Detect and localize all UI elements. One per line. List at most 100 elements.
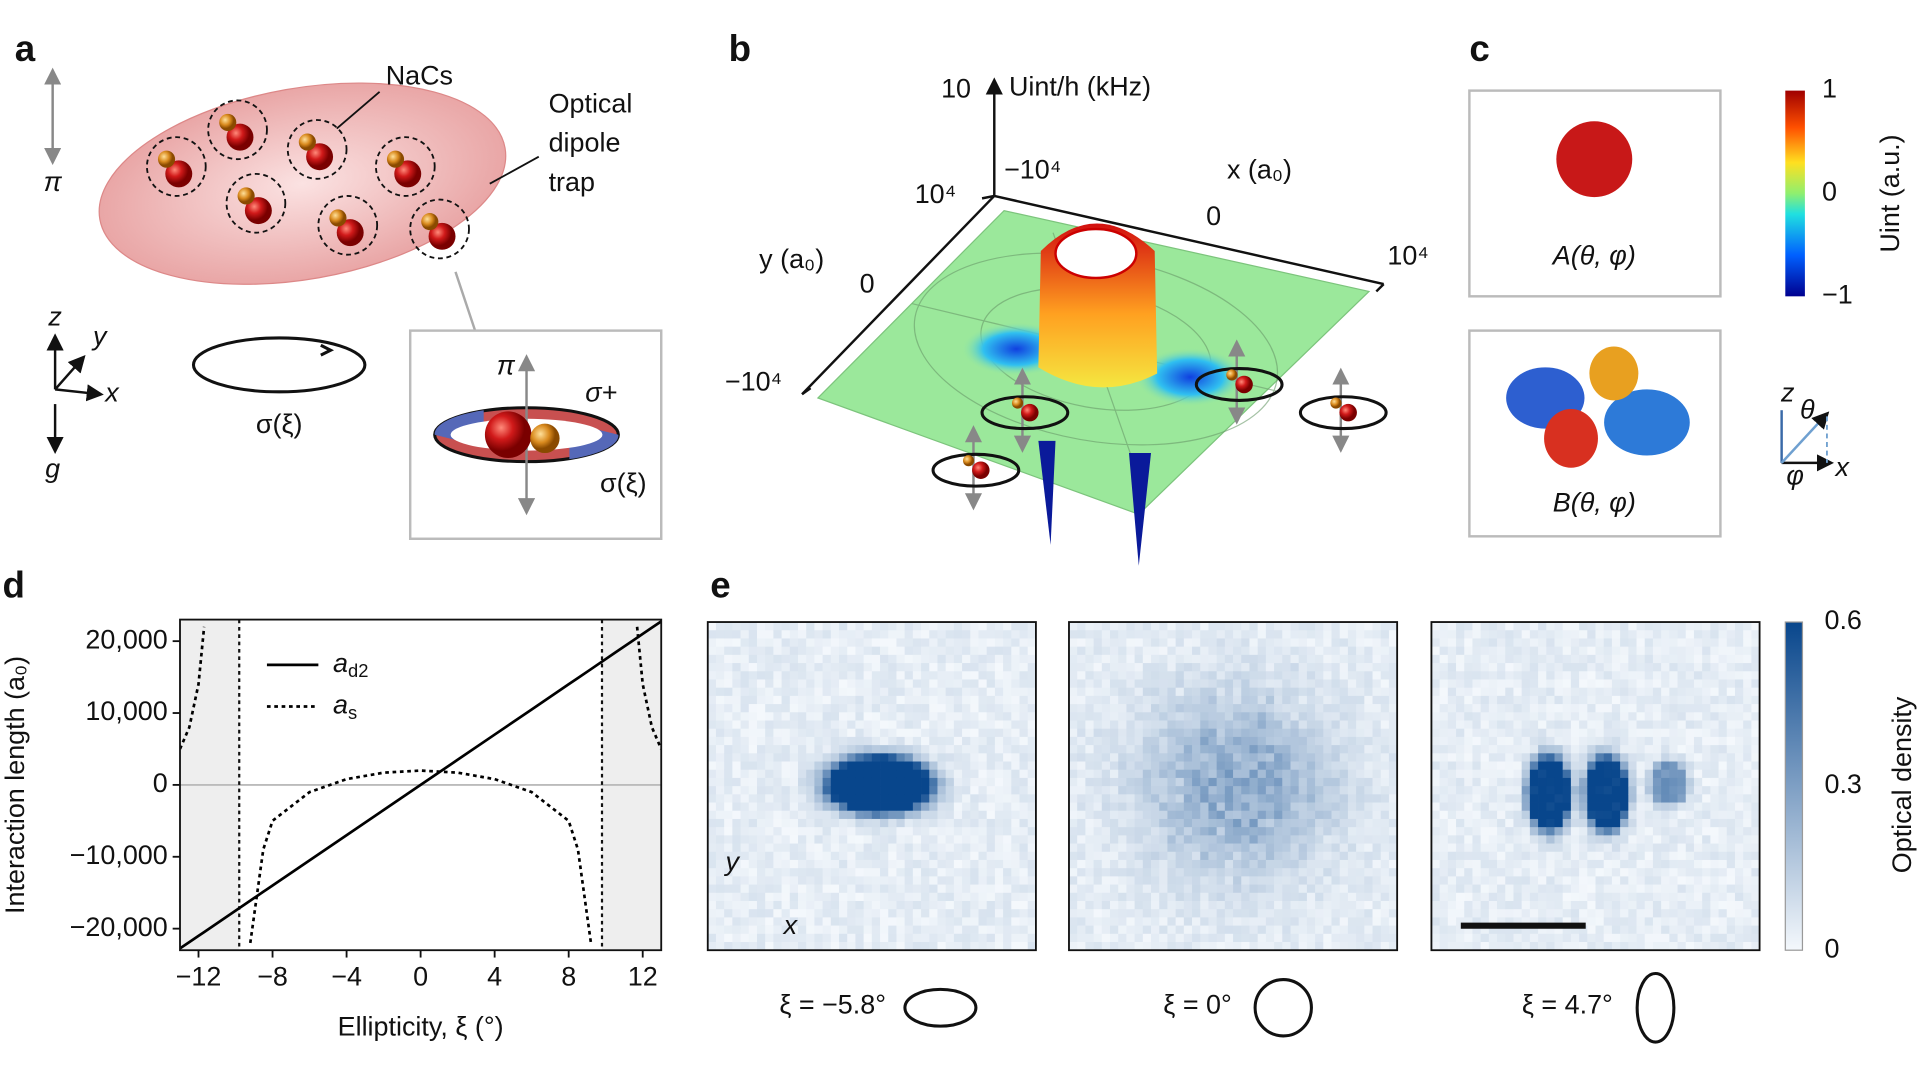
od-pixel — [1364, 777, 1373, 787]
od-pixel — [1257, 720, 1267, 730]
od-pixel — [847, 761, 856, 771]
od-pixel — [1644, 622, 1654, 631]
od-pixel — [1570, 810, 1580, 820]
od-pixel — [1661, 728, 1670, 738]
od-pixel — [1505, 884, 1514, 894]
od-pixel — [1331, 638, 1341, 648]
od-pixel — [847, 810, 856, 820]
na-atom — [157, 150, 176, 168]
od-pixel — [863, 728, 873, 738]
od-pixel — [1101, 786, 1111, 795]
od-pixel — [1628, 876, 1637, 885]
od-pixel — [1636, 802, 1646, 812]
od-pixel — [1110, 859, 1119, 869]
od-pixel — [1216, 622, 1226, 631]
od-pixel — [1661, 925, 1670, 935]
od-pixel — [1364, 786, 1373, 795]
od-pixel — [1290, 786, 1300, 795]
od-pixel — [1685, 802, 1695, 812]
od-pixel — [1388, 942, 1398, 951]
od-pixel — [822, 695, 832, 705]
od-pixel — [945, 909, 955, 918]
od-pixel — [1249, 646, 1259, 656]
od-pixel — [1159, 827, 1168, 836]
od-pixel — [732, 900, 741, 910]
od-pixel — [855, 818, 864, 828]
od-pixel — [1685, 786, 1695, 795]
od-pixel — [929, 630, 938, 639]
od-pixel — [1282, 671, 1291, 680]
od-pixel — [970, 942, 979, 951]
od-pixel — [1751, 630, 1760, 639]
od-pixel — [1570, 900, 1580, 910]
od-pixel — [1734, 909, 1744, 918]
od-pixel — [945, 654, 955, 664]
od-pixel — [1570, 868, 1580, 877]
od-pixel — [962, 712, 971, 721]
od-pixel — [1257, 753, 1267, 762]
od-pixel — [1290, 654, 1300, 664]
od-pixel — [962, 695, 971, 705]
od-pixel — [1282, 818, 1291, 828]
od-pixel — [1134, 917, 1144, 926]
label: x — [782, 910, 799, 940]
od-pixel — [1323, 745, 1332, 754]
od-pixel — [880, 843, 889, 853]
od-pixel — [1192, 909, 1201, 918]
od-pixel — [789, 761, 799, 771]
od-pixel — [1331, 827, 1341, 836]
od-pixel — [1019, 810, 1029, 820]
od-pixel — [888, 745, 897, 754]
od-pixel — [937, 671, 947, 680]
od-pixel — [855, 736, 864, 746]
od-pixel — [1364, 810, 1373, 820]
od-pixel — [1751, 810, 1760, 820]
od-pixel — [1356, 835, 1365, 844]
label: Optical density — [1887, 696, 1917, 873]
od-pixel — [1142, 745, 1152, 754]
od-pixel — [1241, 638, 1250, 648]
od-pixel — [1628, 622, 1637, 631]
od-pixel — [773, 695, 782, 705]
od-pixel — [1513, 900, 1523, 910]
od-pixel — [1200, 687, 1209, 697]
od-pixel — [1085, 720, 1094, 730]
od-pixel — [1290, 704, 1300, 713]
od-pixel — [880, 900, 889, 910]
od-pixel — [1431, 851, 1440, 861]
od-pixel — [1579, 925, 1588, 935]
od-pixel — [1011, 810, 1020, 820]
od-pixel — [1306, 884, 1316, 894]
od-pixel — [1257, 769, 1267, 779]
od-pixel — [1003, 925, 1012, 935]
od-pixel — [1734, 720, 1744, 730]
od-pixel — [1464, 909, 1473, 918]
od-pixel — [781, 868, 791, 877]
od-pixel — [1693, 818, 1703, 828]
od-pixel — [1011, 917, 1020, 926]
od-pixel — [1579, 827, 1588, 836]
od-pixel — [945, 851, 955, 861]
od-pixel — [1224, 909, 1234, 918]
od-pixel — [1233, 884, 1242, 894]
od-pixel — [1175, 917, 1185, 926]
od-pixel — [1751, 687, 1760, 697]
od-pixel — [1011, 753, 1020, 762]
od-pixel — [707, 630, 717, 639]
od-pixel — [1118, 671, 1127, 680]
od-pixel — [1521, 810, 1531, 820]
od-pixel — [880, 646, 889, 656]
od-pixel — [707, 917, 717, 926]
od-pixel — [1011, 654, 1020, 664]
od-pixel — [1751, 777, 1760, 787]
od-pixel — [1077, 786, 1086, 795]
od-pixel — [1611, 843, 1621, 853]
od-pixel — [994, 687, 1004, 697]
od-pixel — [1126, 909, 1135, 918]
od-pixel — [1306, 786, 1316, 795]
od-pixel — [765, 786, 774, 795]
od-pixel — [1183, 843, 1193, 853]
od-pixel — [1159, 720, 1168, 730]
od-pixel — [1315, 704, 1324, 713]
od-pixel — [1513, 720, 1523, 730]
